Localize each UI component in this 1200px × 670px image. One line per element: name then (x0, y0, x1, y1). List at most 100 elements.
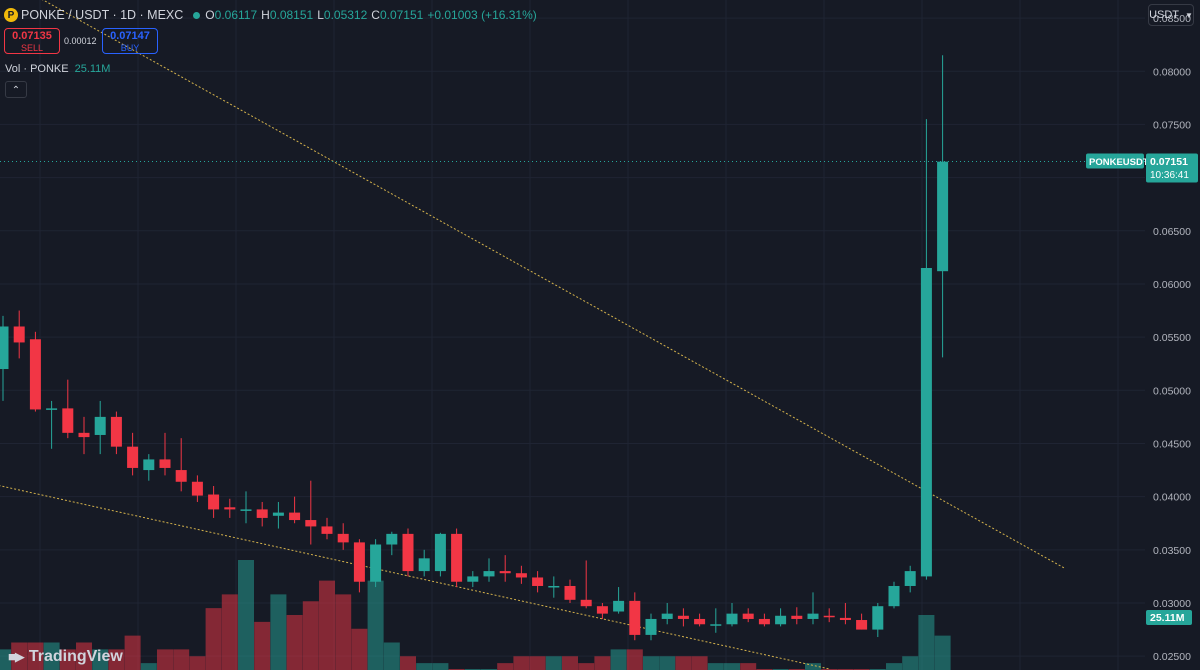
axis-tick-label: 0.04000 (1153, 492, 1191, 504)
candle-body (823, 615, 835, 618)
candle-body (175, 470, 187, 482)
tradingview-mark-icon: ■▶ (8, 649, 25, 664)
candle-body (289, 512, 301, 521)
volume-label: Vol · PONKE (5, 63, 69, 75)
volume-bar (11, 642, 28, 670)
candle-body (483, 571, 495, 577)
candle-body (127, 446, 139, 468)
price-tag (1146, 153, 1198, 183)
axis-tick-label: 0.06500 (1153, 226, 1191, 238)
high-value: 0.08151 (269, 8, 314, 22)
candle-body (62, 408, 74, 433)
candlesticks (0, 55, 949, 641)
axis-tick-label: 0.08500 (1153, 13, 1191, 25)
candle-body (596, 606, 608, 614)
candle-body (386, 533, 398, 545)
candle-body (613, 600, 625, 612)
symbol-title[interactable]: PONKE / USDT · 1D · MEXC (21, 8, 184, 22)
candle-body (791, 615, 803, 619)
grid-lines (0, 0, 1145, 670)
volume-bar (173, 649, 190, 670)
candle-body (775, 615, 787, 625)
volume-bar (513, 656, 530, 670)
countdown-value: 10:36:41 (1150, 170, 1189, 181)
volume-bar (724, 663, 740, 670)
tradingview-logo[interactable]: ■▶ TradingView (8, 648, 123, 666)
candle-body (467, 576, 479, 582)
candle-body (758, 618, 770, 625)
volume-bar (707, 663, 724, 670)
low-value: 0.05312 (323, 8, 368, 22)
market-status-icon (193, 11, 201, 19)
symbol-header: P PONKE / USDT · 1D · MEXC O 0.06117 H 0.0… (4, 6, 537, 24)
chevron-down-icon: ▼ (1185, 10, 1193, 20)
axis-tick-label: 0.05500 (1153, 332, 1191, 344)
high-label: H (261, 8, 270, 22)
axis-tick-label: 0.03000 (1153, 598, 1191, 610)
volume-bar (416, 663, 433, 670)
volume-bar (286, 615, 303, 670)
candle-body (515, 573, 527, 578)
candle-body (564, 585, 576, 600)
candle-body (839, 617, 851, 621)
sell-button[interactable]: 0.07135 SELL (4, 28, 60, 54)
volume-tag (1146, 610, 1192, 625)
volume-bar (335, 594, 352, 670)
candle-body (548, 585, 560, 588)
volume-bar (43, 642, 60, 670)
volume-bar (545, 656, 562, 670)
volume-bar (76, 642, 92, 670)
candle-body (159, 459, 171, 468)
candle-body (661, 613, 673, 619)
candle-body (920, 268, 932, 577)
open-label: O (205, 8, 215, 22)
axis-tick-label: 0.05000 (1153, 385, 1191, 397)
symbol-tag (1086, 153, 1144, 169)
volume-bar (0, 649, 11, 670)
volume-bar (302, 601, 319, 670)
candle-body (418, 558, 430, 572)
axis-tick-label: 0.06000 (1153, 279, 1191, 291)
candle-body (337, 533, 349, 543)
candle-body (110, 416, 122, 447)
candle-body (451, 533, 463, 582)
volume-bar (529, 656, 546, 670)
volume-bar (270, 594, 287, 670)
volume-bar (351, 628, 368, 670)
candle-body (904, 571, 916, 586)
candle-body (856, 620, 868, 630)
volume-bar (578, 663, 595, 670)
candle-body (694, 618, 706, 625)
candle-body (13, 326, 25, 343)
currency-selector[interactable]: USDT ▼ (1148, 4, 1194, 26)
volume-legend[interactable]: Vol · PONKE 25.11M (5, 63, 110, 75)
buy-button[interactable]: 0.07147 BUY (102, 28, 158, 54)
open-value: 0.06117 (214, 8, 258, 22)
candle-body (78, 432, 90, 438)
volume-bar (92, 649, 109, 670)
candle-body (888, 585, 900, 607)
volume-bar (319, 580, 335, 670)
candle-body (580, 599, 592, 607)
volume-bar (108, 649, 125, 670)
ponke-logo-icon: P (4, 8, 18, 22)
volume-bar (610, 649, 627, 670)
trendline (0, 485, 830, 670)
volume-bar (594, 656, 611, 670)
candle-body (434, 533, 446, 572)
volume-bar (934, 635, 951, 670)
volume-bar (626, 649, 643, 670)
candle-body (710, 624, 722, 626)
axis-tick-label: 0.07500 (1153, 119, 1191, 131)
volume-bar (140, 663, 157, 670)
volume-bar (157, 649, 173, 670)
price-axis[interactable]: 0.085000.080000.075000.070000.065000.060… (1086, 0, 1200, 670)
volume-bar (367, 580, 384, 670)
candle-body (208, 494, 220, 510)
chevron-up-icon[interactable]: ⌃ (5, 81, 27, 98)
volume-bar (124, 635, 141, 670)
volume-bar (902, 656, 919, 670)
candle-body (532, 577, 544, 586)
candle-body (726, 613, 738, 625)
